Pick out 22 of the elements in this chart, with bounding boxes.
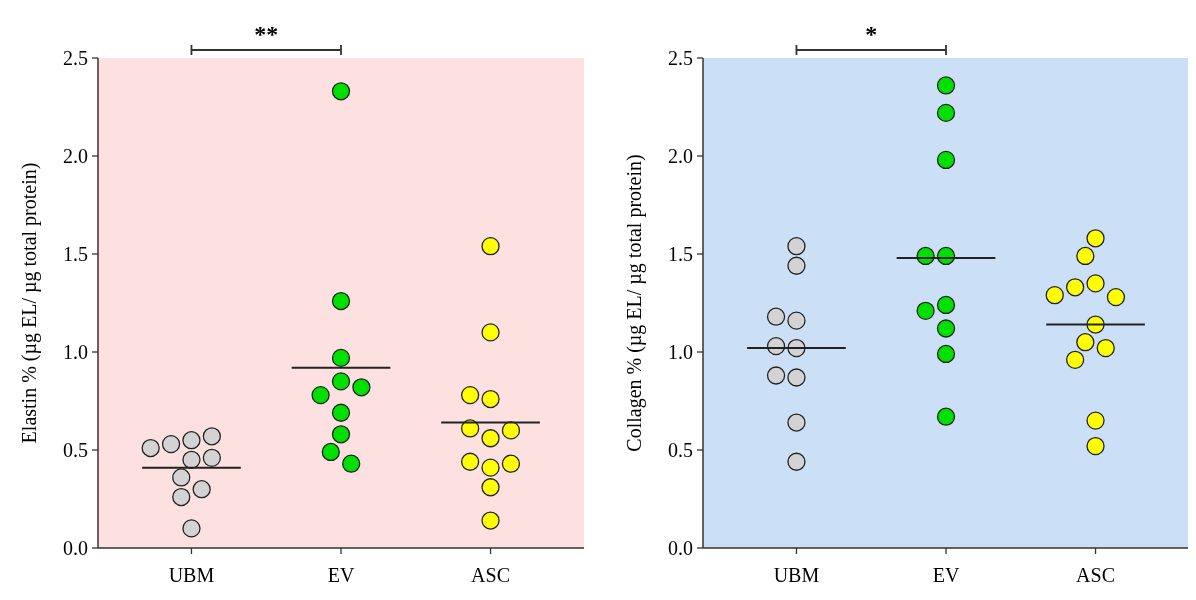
y-tick-label: 2.0 (63, 145, 88, 167)
x-tick-label: UBM (773, 564, 820, 586)
x-tick-label: EV (932, 564, 960, 586)
y-tick-label: 0.0 (63, 537, 88, 559)
y-tick-label: 1.5 (63, 243, 88, 265)
text: ** (254, 21, 279, 47)
x-tick-label: EV (327, 564, 355, 586)
text: * (865, 21, 878, 47)
y-tick-label: 0.0 (668, 537, 693, 559)
x-tick-label: ASC (471, 564, 510, 586)
y-axis-title: Collagen % (µg EL/ µg total protein) (623, 154, 646, 452)
y-tick-label: 1.0 (63, 341, 88, 363)
y-tick-label: 2.0 (668, 145, 693, 167)
y-tick-label: 1.0 (668, 341, 693, 363)
x-tick-label: UBM (168, 564, 215, 586)
x-tick-label: ASC (1076, 564, 1115, 586)
y-axis-title: Elastin % (µg EL/ µg total protein) (18, 162, 41, 444)
y-tick-label: 1.5 (668, 243, 693, 265)
y-tick-label: 2.5 (668, 47, 693, 69)
y-tick-label: 0.5 (668, 439, 693, 461)
y-tick-label: 2.5 (63, 47, 88, 69)
y-tick-label: 0.5 (63, 439, 88, 461)
